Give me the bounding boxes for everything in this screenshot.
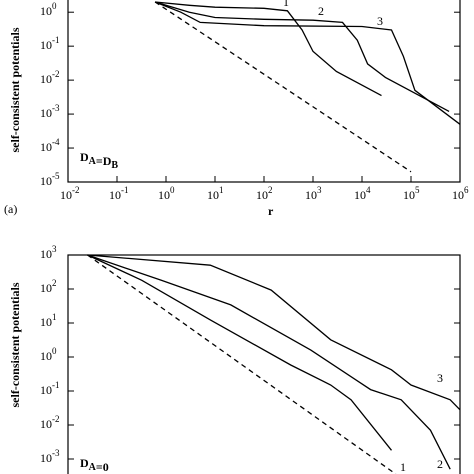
panel-label: (a) bbox=[4, 202, 17, 216]
data-line bbox=[87, 254, 451, 470]
x-tick-label: 105 bbox=[403, 185, 420, 202]
y-tick-label: 10-1 bbox=[40, 380, 60, 397]
series-label: 2 bbox=[437, 457, 443, 471]
series-label: 1 bbox=[283, 0, 289, 9]
series-label: 3 bbox=[377, 14, 383, 28]
data-line bbox=[87, 254, 461, 411]
y-tick-label: 10-1 bbox=[40, 35, 60, 52]
x-tick-label: 103 bbox=[305, 185, 322, 202]
x-tick-label: 10-2 bbox=[60, 185, 80, 202]
data-line bbox=[154, 1, 450, 112]
y-tick-label: 101 bbox=[40, 312, 57, 329]
x-tick-label: 106 bbox=[452, 185, 469, 202]
plot-frame bbox=[67, 254, 461, 474]
data-line bbox=[154, 1, 412, 173]
plot-frame bbox=[67, 0, 461, 183]
y-axis-label: self-consistent potentials bbox=[8, 27, 22, 152]
x-axis-label: r bbox=[268, 204, 274, 218]
y-tick-label: 10-4 bbox=[40, 137, 60, 154]
y-tick-label: 102 bbox=[40, 278, 57, 295]
x-tick-label: 101 bbox=[207, 185, 224, 202]
x-tick-label: 100 bbox=[158, 185, 175, 202]
y-tick-label: 10-3 bbox=[40, 103, 60, 120]
annotation: DA=DB bbox=[80, 150, 118, 172]
x-tick-label: 10-1 bbox=[109, 185, 129, 202]
series-label: 3 bbox=[437, 371, 443, 385]
annotation: DA=0 bbox=[80, 456, 109, 474]
x-tick-label: 102 bbox=[256, 185, 273, 202]
y-tick-label: 100 bbox=[40, 1, 57, 18]
series-label: 1 bbox=[400, 460, 406, 474]
y-axis-label: self-consistent potentials bbox=[8, 282, 22, 407]
data-line bbox=[87, 254, 397, 474]
data-line bbox=[155, 1, 382, 97]
y-tick-label: 103 bbox=[40, 244, 57, 261]
y-tick-label: 10-2 bbox=[40, 69, 60, 86]
y-tick-label: 10-3 bbox=[40, 448, 60, 465]
panel: 103 102 101 100 10-1 10-2 10-3 1 2 3 self-consiste… bbox=[8, 244, 461, 474]
x-tick-label: 104 bbox=[354, 185, 371, 202]
data-line bbox=[154, 1, 461, 125]
y-tick-label: 100 bbox=[40, 346, 57, 363]
y-tick-label: 10-2 bbox=[40, 414, 60, 431]
series-label: 2 bbox=[318, 4, 324, 18]
y-tick-label: 10-5 bbox=[40, 171, 60, 188]
data-line bbox=[87, 254, 393, 451]
